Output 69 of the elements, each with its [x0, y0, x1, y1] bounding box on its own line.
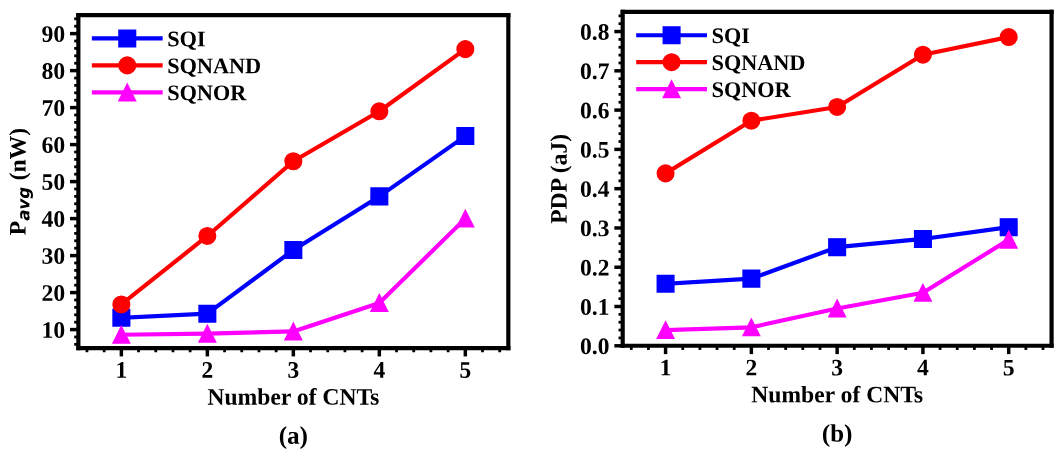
- legend-label: SQI: [712, 28, 750, 47]
- point: [370, 102, 389, 121]
- y-tick-label: 0.2: [580, 259, 609, 276]
- legend-label: SQNOR: [168, 85, 247, 104]
- point: [284, 241, 303, 260]
- point: [456, 127, 475, 146]
- point: [828, 97, 847, 116]
- x-axis-title: Number of CNTs: [207, 388, 379, 405]
- text: (b): [822, 424, 852, 447]
- point: [198, 324, 217, 343]
- y-tick-label: 20: [42, 285, 65, 302]
- point: [656, 274, 675, 293]
- y-tick-label: 90: [42, 26, 65, 43]
- legend-label: SQNAND: [712, 55, 805, 74]
- x-tick-label: 5: [1003, 359, 1014, 376]
- y-tick-label: 0.3: [580, 220, 609, 237]
- point: [198, 226, 217, 246]
- point: [198, 304, 217, 323]
- legend-label: SQNAND: [168, 58, 261, 77]
- point: [742, 269, 761, 288]
- point: [112, 295, 131, 314]
- point: [828, 238, 847, 257]
- point: [284, 322, 303, 341]
- point: [913, 283, 932, 302]
- point: [999, 218, 1018, 237]
- point: [370, 293, 389, 312]
- point: [370, 187, 389, 206]
- y-axis-title: P$_{avg}$ (nW): [9, 128, 33, 235]
- point: [456, 40, 475, 59]
- y-tick-label: 80: [42, 63, 65, 80]
- point: [913, 229, 932, 248]
- y-tick-label: 0.7: [580, 63, 609, 80]
- x-tick-label: 4: [373, 362, 385, 378]
- x-tick-label: 3: [832, 359, 843, 376]
- y-tick-label: 70: [42, 100, 65, 117]
- y-tick-label: 0.8: [580, 24, 609, 41]
- point: [112, 325, 131, 344]
- text: (a): [279, 426, 307, 449]
- y-tick-label: 10: [43, 322, 65, 339]
- y-tick-label: 50: [42, 174, 65, 191]
- point: [828, 299, 847, 318]
- point: [913, 45, 932, 64]
- legend-label: SQI: [168, 31, 205, 50]
- point: [656, 164, 675, 183]
- point: [284, 152, 303, 171]
- legend-label: SQNOR: [712, 82, 791, 101]
- x-axis-title: Number of CNTs: [751, 385, 923, 403]
- point: [742, 111, 761, 130]
- x-tick-label: 1: [117, 362, 127, 378]
- y-tick-label: 30: [42, 248, 65, 265]
- y-tick-label: 40: [41, 211, 65, 228]
- x-tick-label: 2: [202, 362, 213, 378]
- x-tick-label: 2: [746, 359, 757, 376]
- point: [656, 321, 675, 340]
- y-tick-label: 0.1: [580, 299, 609, 316]
- point: [456, 209, 475, 228]
- y-tick-label: 0.0: [580, 338, 609, 355]
- point: [999, 230, 1018, 249]
- point: [742, 318, 761, 337]
- point: [999, 28, 1018, 47]
- y-tick-label: 0.5: [580, 141, 609, 158]
- y-axis-title: PDP (aJ): [550, 134, 572, 224]
- y-tick-label: 0.4: [580, 181, 610, 198]
- y-tick-label: 60: [42, 137, 65, 154]
- x-tick-label: 1: [661, 359, 671, 376]
- y-tick-label: 0.6: [580, 102, 609, 119]
- x-tick-label: 4: [917, 359, 929, 376]
- x-tick-label: 5: [460, 362, 471, 378]
- x-tick-label: 3: [288, 362, 299, 378]
